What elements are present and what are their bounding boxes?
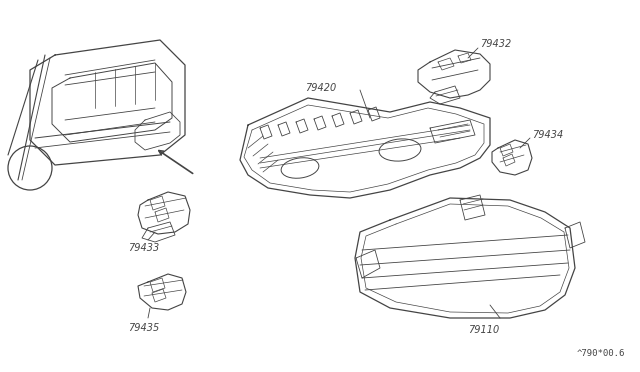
Text: 79434: 79434 <box>532 130 563 140</box>
Text: 79420: 79420 <box>305 83 336 93</box>
Text: ^790*00.6: ^790*00.6 <box>577 349 625 358</box>
Text: 79432: 79432 <box>480 39 511 49</box>
Text: 79433: 79433 <box>128 243 159 253</box>
Text: 79110: 79110 <box>468 325 499 335</box>
Text: 79435: 79435 <box>128 323 159 333</box>
